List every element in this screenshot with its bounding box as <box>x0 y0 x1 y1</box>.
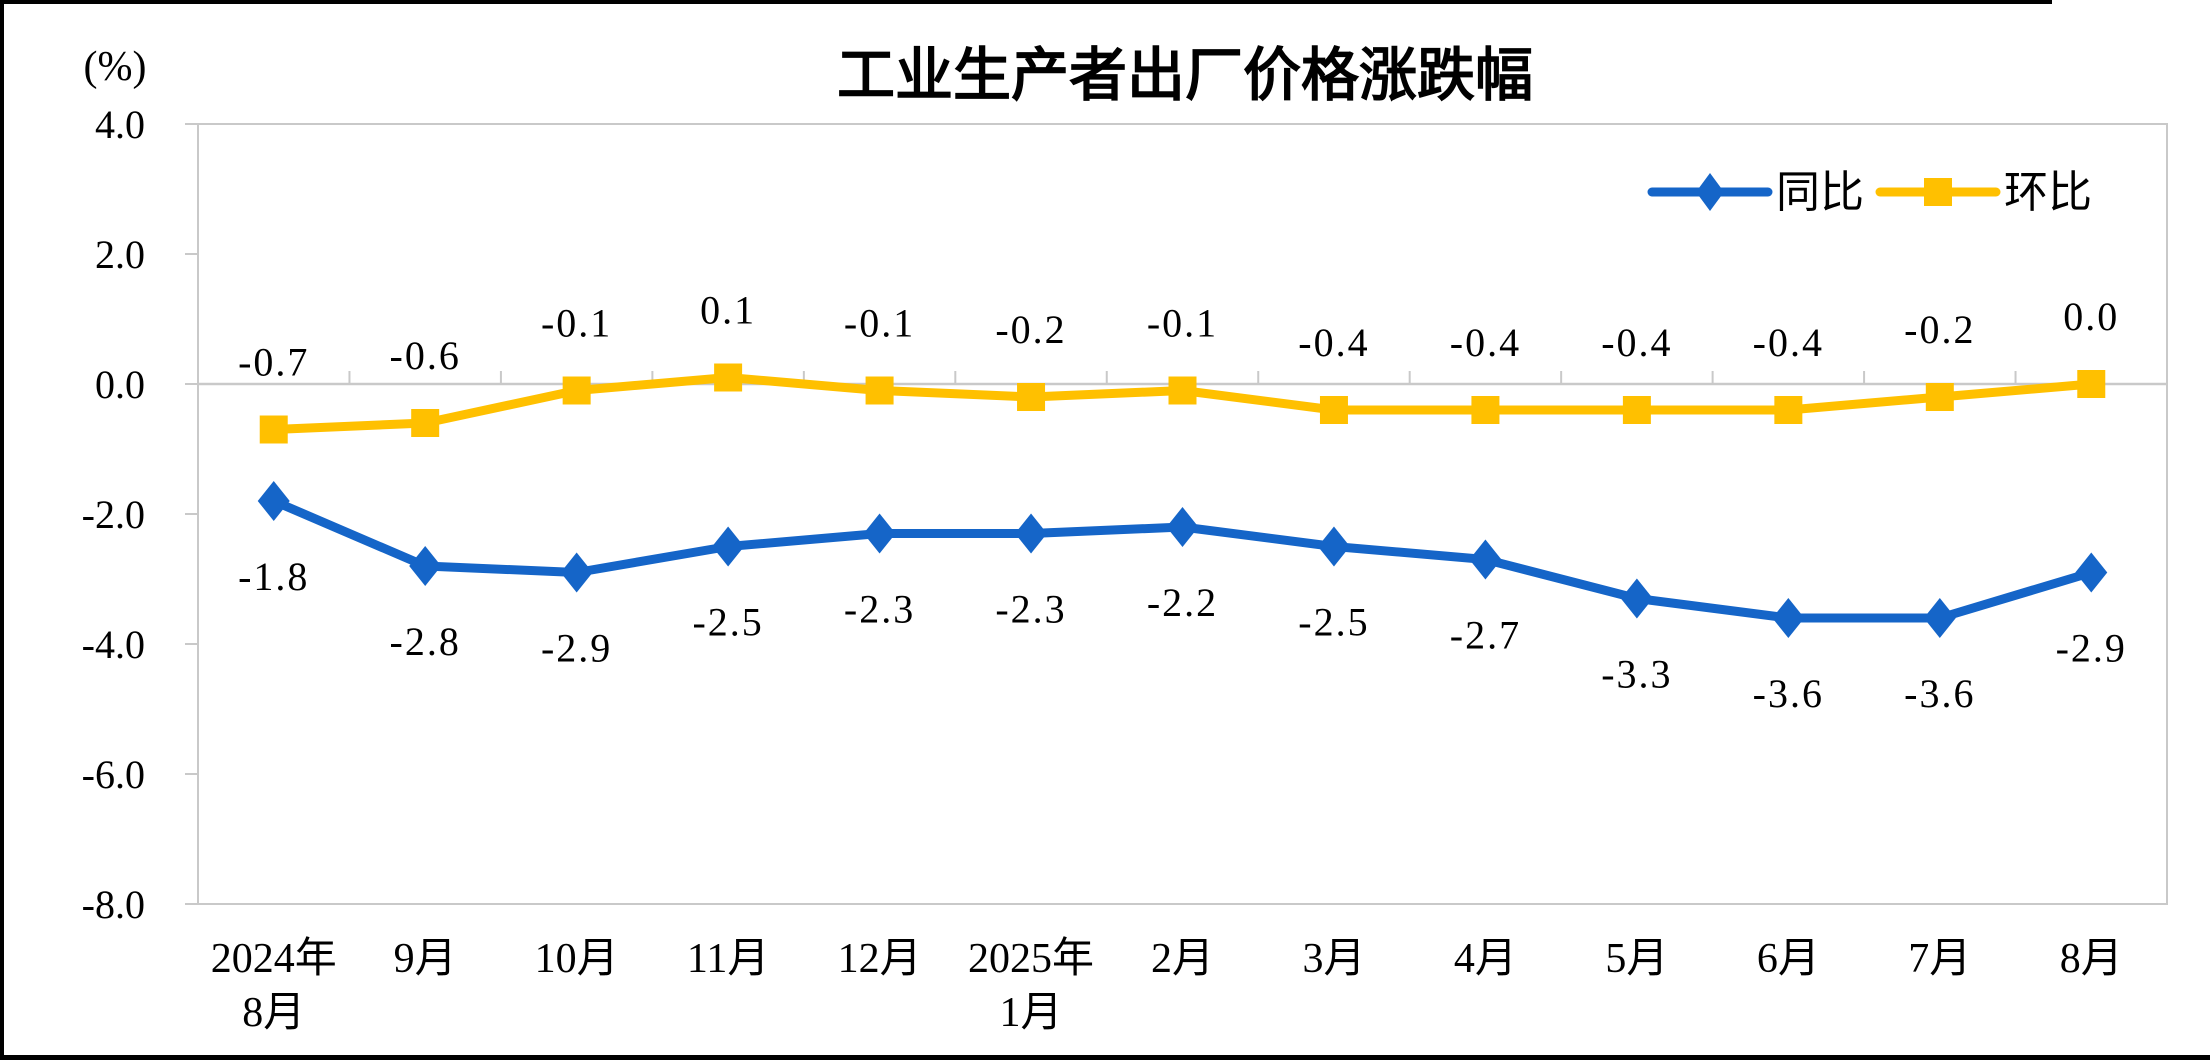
data-label: -3.6 <box>1904 671 1975 716</box>
data-label: -0.4 <box>1450 320 1521 365</box>
data-label: -0.4 <box>1601 320 1672 365</box>
square-marker-icon <box>865 376 894 405</box>
window-border-bottom <box>0 1055 2210 1060</box>
square-marker-icon <box>411 409 440 437</box>
x-axis-label: 2025年 <box>968 935 1094 982</box>
x-axis-label: 2024年 <box>211 935 337 982</box>
data-label: -0.7 <box>238 340 309 385</box>
data-label: -3.6 <box>1753 671 1824 716</box>
legend-item-mom: 环比 <box>1875 168 2092 217</box>
square-marker-icon <box>714 363 743 392</box>
diamond-marker-icon <box>1166 507 1199 547</box>
x-axis-label: 3月 <box>1302 936 1365 982</box>
data-label: -2.3 <box>995 587 1066 632</box>
y-axis-label: -4.0 <box>82 622 145 667</box>
y-axis-unit-label: (%) <box>84 44 147 90</box>
square-marker-icon <box>1319 396 1348 424</box>
data-label: -2.5 <box>1298 600 1369 645</box>
diamond-marker-icon <box>1317 526 1350 567</box>
legend: 同比 环比 <box>1647 168 2092 217</box>
diamond-marker-icon <box>1620 578 1653 619</box>
x-axis-label: 12月 <box>838 936 922 982</box>
legend-label-mom: 环比 <box>2004 168 2092 217</box>
data-label: 0.0 <box>2063 294 2119 339</box>
y-axis-label: 4.0 <box>95 102 145 147</box>
diamond-marker-icon <box>1923 598 1956 638</box>
data-label: -1.8 <box>238 554 309 599</box>
x-axis-label: 7月 <box>1908 936 1971 982</box>
x-axis-label: 6月 <box>1757 936 1820 982</box>
y-axis-label: 2.0 <box>95 232 145 277</box>
legend-item-yoy: 同比 <box>1647 168 1864 217</box>
window-border-top <box>0 0 2052 4</box>
data-label: -3.3 <box>1601 652 1672 697</box>
data-label: -0.6 <box>390 333 461 378</box>
chart-title: 工业生产者出厂价格涨跌幅 <box>837 43 1533 108</box>
x-axis-label: 10月 <box>535 936 619 982</box>
square-marker-icon <box>1925 383 1954 411</box>
square-marker-icon <box>1017 383 1046 411</box>
data-label: -2.9 <box>541 626 612 671</box>
square-marker-icon <box>1471 396 1500 424</box>
data-label: -2.3 <box>844 587 915 632</box>
diamond-marker-icon <box>1772 598 1805 638</box>
diamond-marker-icon <box>2075 552 2108 593</box>
plot-area: 4.0 2.0 0.0 -2.0 -4.0 -6.0 -8.0 2024年 8月 9月 10月 11月… <box>82 102 2168 1036</box>
data-label: -2.8 <box>390 619 461 664</box>
diamond-marker-icon <box>1015 513 1048 554</box>
square-marker-icon <box>1924 178 1952 206</box>
diamond-marker-icon <box>1696 173 1724 211</box>
square-marker-icon <box>562 376 591 405</box>
diamond-marker-icon <box>560 552 593 593</box>
data-label: -2.5 <box>692 600 763 645</box>
y-axis-label: -2.0 <box>82 492 145 537</box>
x-axis-label: 5月 <box>1605 936 1668 982</box>
data-label: 0.1 <box>700 288 756 333</box>
data-label: -0.2 <box>995 307 1066 352</box>
square-marker-icon <box>1774 396 1803 424</box>
data-label: -0.4 <box>1753 320 1824 365</box>
square-marker-icon <box>1168 376 1197 405</box>
x-axis-label: 8月 <box>2060 936 2123 982</box>
data-label: -2.2 <box>1147 580 1218 625</box>
x-axis-label: 4月 <box>1454 936 1517 982</box>
x-axis-label: 1月 <box>1000 990 1063 1036</box>
x-axis-label: 11月 <box>687 936 769 982</box>
diamond-marker-icon <box>257 481 290 521</box>
diamond-marker-icon <box>1469 539 1502 580</box>
y-axis-label: -8.0 <box>82 882 145 927</box>
data-label: -0.2 <box>1904 307 1975 352</box>
data-label: -0.1 <box>844 301 915 346</box>
y-axis-label: -6.0 <box>82 752 145 797</box>
x-axis-label: 2月 <box>1151 936 1214 982</box>
y-axis-label: 0.0 <box>95 362 145 407</box>
legend-label-yoy: 同比 <box>1776 168 1864 217</box>
data-label: -2.7 <box>1450 613 1521 658</box>
window-border-left <box>0 0 4 1060</box>
x-axis-label: 8月 <box>242 990 305 1036</box>
data-label: -0.1 <box>1147 301 1218 346</box>
diamond-marker-icon <box>409 546 442 586</box>
diamond-marker-icon <box>712 526 745 567</box>
diamond-marker-icon <box>863 513 896 554</box>
x-axis-label: 9月 <box>394 936 457 982</box>
data-label: -0.4 <box>1298 320 1369 365</box>
square-marker-icon <box>1622 396 1651 424</box>
square-marker-icon <box>259 415 288 444</box>
data-label: -0.1 <box>541 301 612 346</box>
square-marker-icon <box>2077 370 2106 398</box>
data-label: -2.9 <box>2056 626 2127 671</box>
